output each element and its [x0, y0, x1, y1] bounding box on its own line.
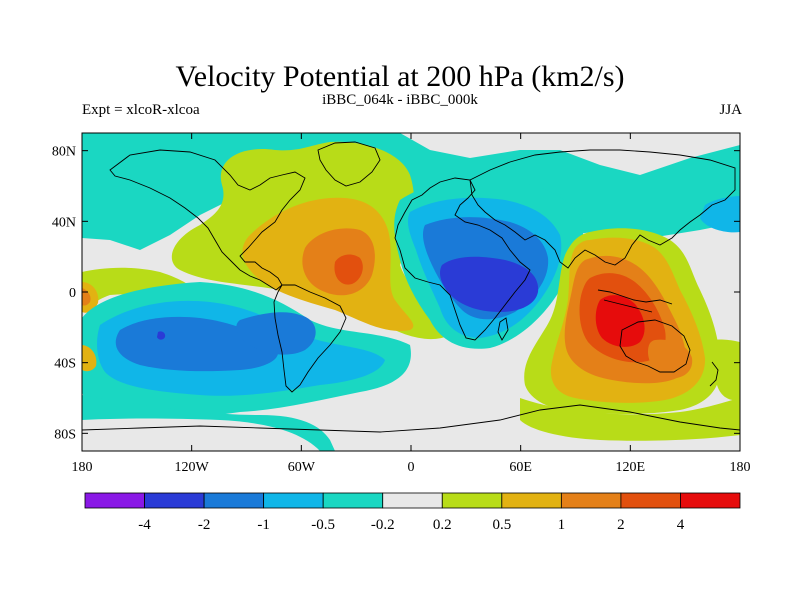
coast-europe-africa — [394, 177, 531, 341]
experiment-subtitle: Expt = xlcoR-xlcoa — [82, 102, 200, 118]
coast-new-zealand — [709, 361, 719, 387]
colorbar-level-label: -4 — [138, 517, 151, 533]
colorbar-level-label: -1 — [257, 517, 270, 533]
colorbar: -4 -2 -1 -0.5 -0.2 0.2 0.5 1 2 4 — [84, 492, 741, 533]
x-tick-label: 120E — [616, 460, 646, 475]
colorbar-level-label: -0.2 — [371, 517, 395, 533]
coast-asia — [469, 149, 736, 269]
colorbar-swatch — [263, 492, 324, 509]
coastline-layer — [82, 141, 740, 433]
longitude-axis: 180 120W 60W 0 60E 120E 180 — [72, 133, 751, 475]
colorbar-level-label: 0.2 — [433, 517, 452, 533]
coast-greenland — [317, 141, 381, 187]
x-tick-label: 180 — [72, 460, 93, 475]
colorbar-swatch — [620, 492, 681, 509]
colorbar-swatch — [144, 492, 205, 509]
x-tick-label: 60W — [288, 460, 316, 475]
coast-australia — [619, 319, 691, 373]
colorbar-swatch — [680, 492, 741, 509]
coast-indonesia — [597, 289, 673, 313]
coast-antarctica — [82, 404, 740, 433]
contour-asia-red — [595, 295, 645, 347]
x-tick-label: 180 — [730, 460, 751, 475]
colorbar-swatch — [322, 492, 384, 509]
contour-pacific-yellowgreen — [82, 267, 196, 312]
colorbar-swatch — [560, 492, 622, 509]
x-tick-label: 0 — [408, 460, 415, 475]
contour-atlantic-red-orange — [334, 254, 363, 285]
coast-north-america — [109, 149, 306, 291]
y-tick-label: 80S — [54, 427, 76, 442]
colorbar-swatch — [382, 492, 443, 509]
colorbar-swatch — [203, 492, 265, 509]
colorbar-level-label: -2 — [198, 517, 211, 533]
x-tick-label: 120W — [175, 460, 210, 475]
contour-northeast-blue — [700, 196, 740, 233]
contour-fill-layer — [82, 133, 740, 451]
contour-southeast-yellowgreen — [711, 339, 740, 401]
y-tick-label: 40S — [54, 357, 76, 372]
contour-southpacific-blue-east — [236, 312, 316, 355]
contour-antarctic-yellowgreen — [520, 398, 740, 441]
contour-australia-orange-tail — [648, 339, 693, 379]
colorbar-swatch — [84, 492, 145, 509]
coast-madagascar — [497, 317, 509, 341]
colorbar-level-label: 4 — [677, 517, 685, 533]
contour-southpacific-darkblue-spot — [157, 331, 166, 340]
y-tick-label: 0 — [69, 286, 76, 301]
colorbar-level-label: 0.5 — [492, 517, 511, 533]
y-tick-label: 80N — [52, 145, 76, 160]
contour-southwest-orange — [82, 345, 97, 372]
plot-title: Velocity Potential at 200 hPa (km2/s) — [175, 60, 625, 93]
x-tick-label: 60E — [509, 460, 532, 475]
contour-north-gray-patch — [400, 133, 740, 175]
colorbar-level-label: -0.5 — [311, 517, 335, 533]
y-tick-label: 40N — [52, 215, 76, 230]
contour-antarctic-gray — [82, 418, 320, 451]
comparison-subtitle: iBBC_064k - iBBC_000k — [322, 92, 478, 108]
colorbar-level-label: 1 — [558, 517, 566, 533]
latitude-axis: 80N 40N 0 40S 80S — [52, 145, 740, 442]
colorbar-swatch — [441, 492, 503, 509]
colorbar-level-label: 2 — [617, 517, 625, 533]
season-label: JJA — [719, 102, 742, 118]
colorbar-swatch — [501, 492, 562, 509]
coast-south-america — [273, 284, 347, 393]
contour-africa-darkblue — [440, 256, 539, 312]
